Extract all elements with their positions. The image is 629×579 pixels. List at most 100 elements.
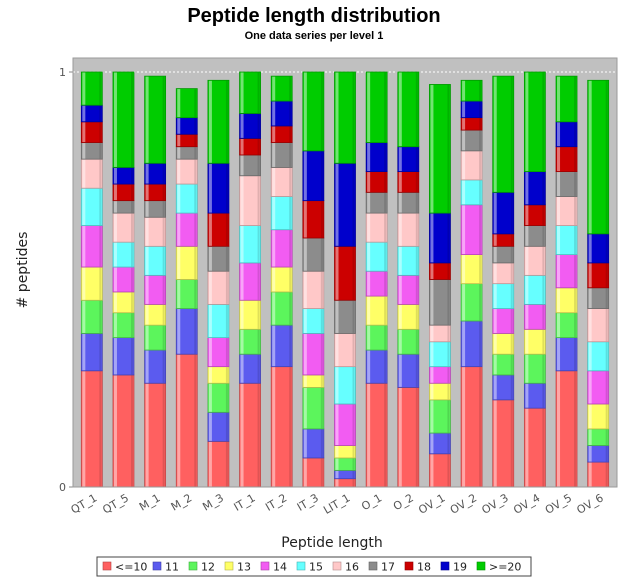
bar-segment	[523, 328, 546, 355]
bar-segment	[175, 212, 198, 247]
bar-segment	[80, 299, 103, 334]
x-tick-label: IT_1	[232, 491, 258, 513]
svg-text:<=10: <=10	[115, 561, 147, 574]
bar-segment	[555, 75, 578, 123]
bar-segment	[334, 162, 356, 247]
bar-segment	[80, 121, 103, 143]
bar-segment	[587, 445, 610, 463]
bar-segment	[492, 374, 515, 401]
bar-segment	[429, 382, 451, 401]
bar-segment	[365, 270, 388, 297]
bar-segment	[334, 478, 356, 488]
x-tick-label: M_2	[169, 491, 195, 513]
svg-text:14: 14	[273, 561, 287, 574]
bar-segment	[144, 274, 167, 305]
bar-segment	[397, 171, 420, 193]
bar-segment	[555, 171, 578, 197]
bar-segment	[207, 212, 230, 247]
bar-segment	[492, 262, 515, 285]
bar-segment	[334, 333, 356, 368]
x-axis-label: Peptide length	[281, 535, 382, 551]
bar-segment	[207, 245, 230, 272]
bar-segment	[270, 229, 293, 268]
bar-segment	[523, 71, 546, 172]
bar-segment	[80, 333, 103, 372]
bar-segment	[270, 167, 293, 197]
bar-segment	[429, 453, 451, 488]
bar-segment	[207, 270, 230, 305]
bar-segment	[334, 299, 356, 334]
bar-segment	[365, 71, 388, 143]
bar-segment	[397, 274, 420, 305]
x-tick-label: QT_1	[69, 491, 100, 516]
bar-segment	[460, 100, 483, 119]
bar-segment	[523, 303, 546, 330]
bar-segment	[302, 150, 325, 202]
bar-segment	[270, 125, 293, 143]
x-tick-label: QT_5	[100, 491, 131, 516]
bar-segment	[144, 216, 167, 247]
bar-segment	[334, 445, 356, 459]
bar-segment	[460, 129, 483, 152]
bar-segment	[523, 204, 546, 226]
bar-segment	[397, 386, 420, 488]
bar-segment	[239, 137, 261, 156]
bar-segment	[302, 308, 325, 334]
bar-segment	[587, 308, 610, 343]
legend-box	[96, 556, 532, 577]
bar-segment	[207, 162, 230, 214]
bar-segment	[175, 133, 198, 148]
svg-text:15: 15	[309, 561, 323, 574]
bar-segment	[365, 212, 388, 243]
bar-segment	[492, 245, 515, 264]
bar-segment	[334, 366, 356, 405]
bar-segment	[239, 175, 261, 226]
bar-segment	[270, 196, 293, 231]
bar-segment	[587, 370, 610, 405]
bar-segment	[460, 79, 483, 102]
bar-segment	[429, 84, 451, 214]
bar-segment	[302, 71, 325, 152]
bar-segment	[112, 241, 135, 268]
bar-segment	[112, 200, 135, 214]
bar-segment	[207, 366, 230, 384]
legend-item: 15	[296, 561, 323, 574]
x-tick-label: O_1	[359, 491, 384, 513]
bar-segment	[460, 117, 483, 131]
bar-segment	[397, 303, 420, 330]
y-axis-label: # peptides	[15, 232, 31, 309]
bar-segment	[112, 374, 135, 488]
bar-segment	[523, 274, 546, 305]
bar-segment	[429, 366, 451, 384]
bar-segment	[492, 191, 515, 235]
x-tick-label: OV_6	[574, 491, 605, 517]
bar-segment	[112, 212, 135, 243]
bar-segment	[492, 283, 515, 309]
bar-segment	[460, 204, 483, 256]
bar-segment	[302, 374, 325, 388]
x-tick-label: OV_5	[543, 491, 574, 517]
bar-segment	[365, 142, 388, 173]
bar-segment	[239, 154, 261, 177]
bar-segment	[397, 146, 420, 172]
bar-segment	[302, 237, 325, 272]
bar-segment	[492, 308, 515, 334]
bar-segment	[207, 337, 230, 368]
bar-segment	[302, 428, 325, 459]
bar-segment	[555, 312, 578, 339]
bar-segment	[365, 295, 388, 326]
bar-segment	[429, 432, 451, 455]
plot-area: 0 1 QT_1 QT_5 M_1 M_2 M_3 IT_1 IT_2 IT_3 LIT_1 O_1 O…	[59, 57, 618, 517]
bar-segment	[365, 241, 388, 272]
bar-segment	[144, 245, 167, 276]
bar-segment	[175, 88, 198, 119]
bar-segment	[112, 266, 135, 293]
svg-text:17: 17	[381, 561, 395, 574]
bar-segment	[112, 337, 135, 376]
bar-segment	[587, 461, 610, 488]
bar-segment	[397, 191, 420, 214]
bar-segment	[175, 117, 198, 135]
bar-segment	[175, 245, 198, 280]
x-tick-label: LIT_1	[321, 491, 352, 517]
